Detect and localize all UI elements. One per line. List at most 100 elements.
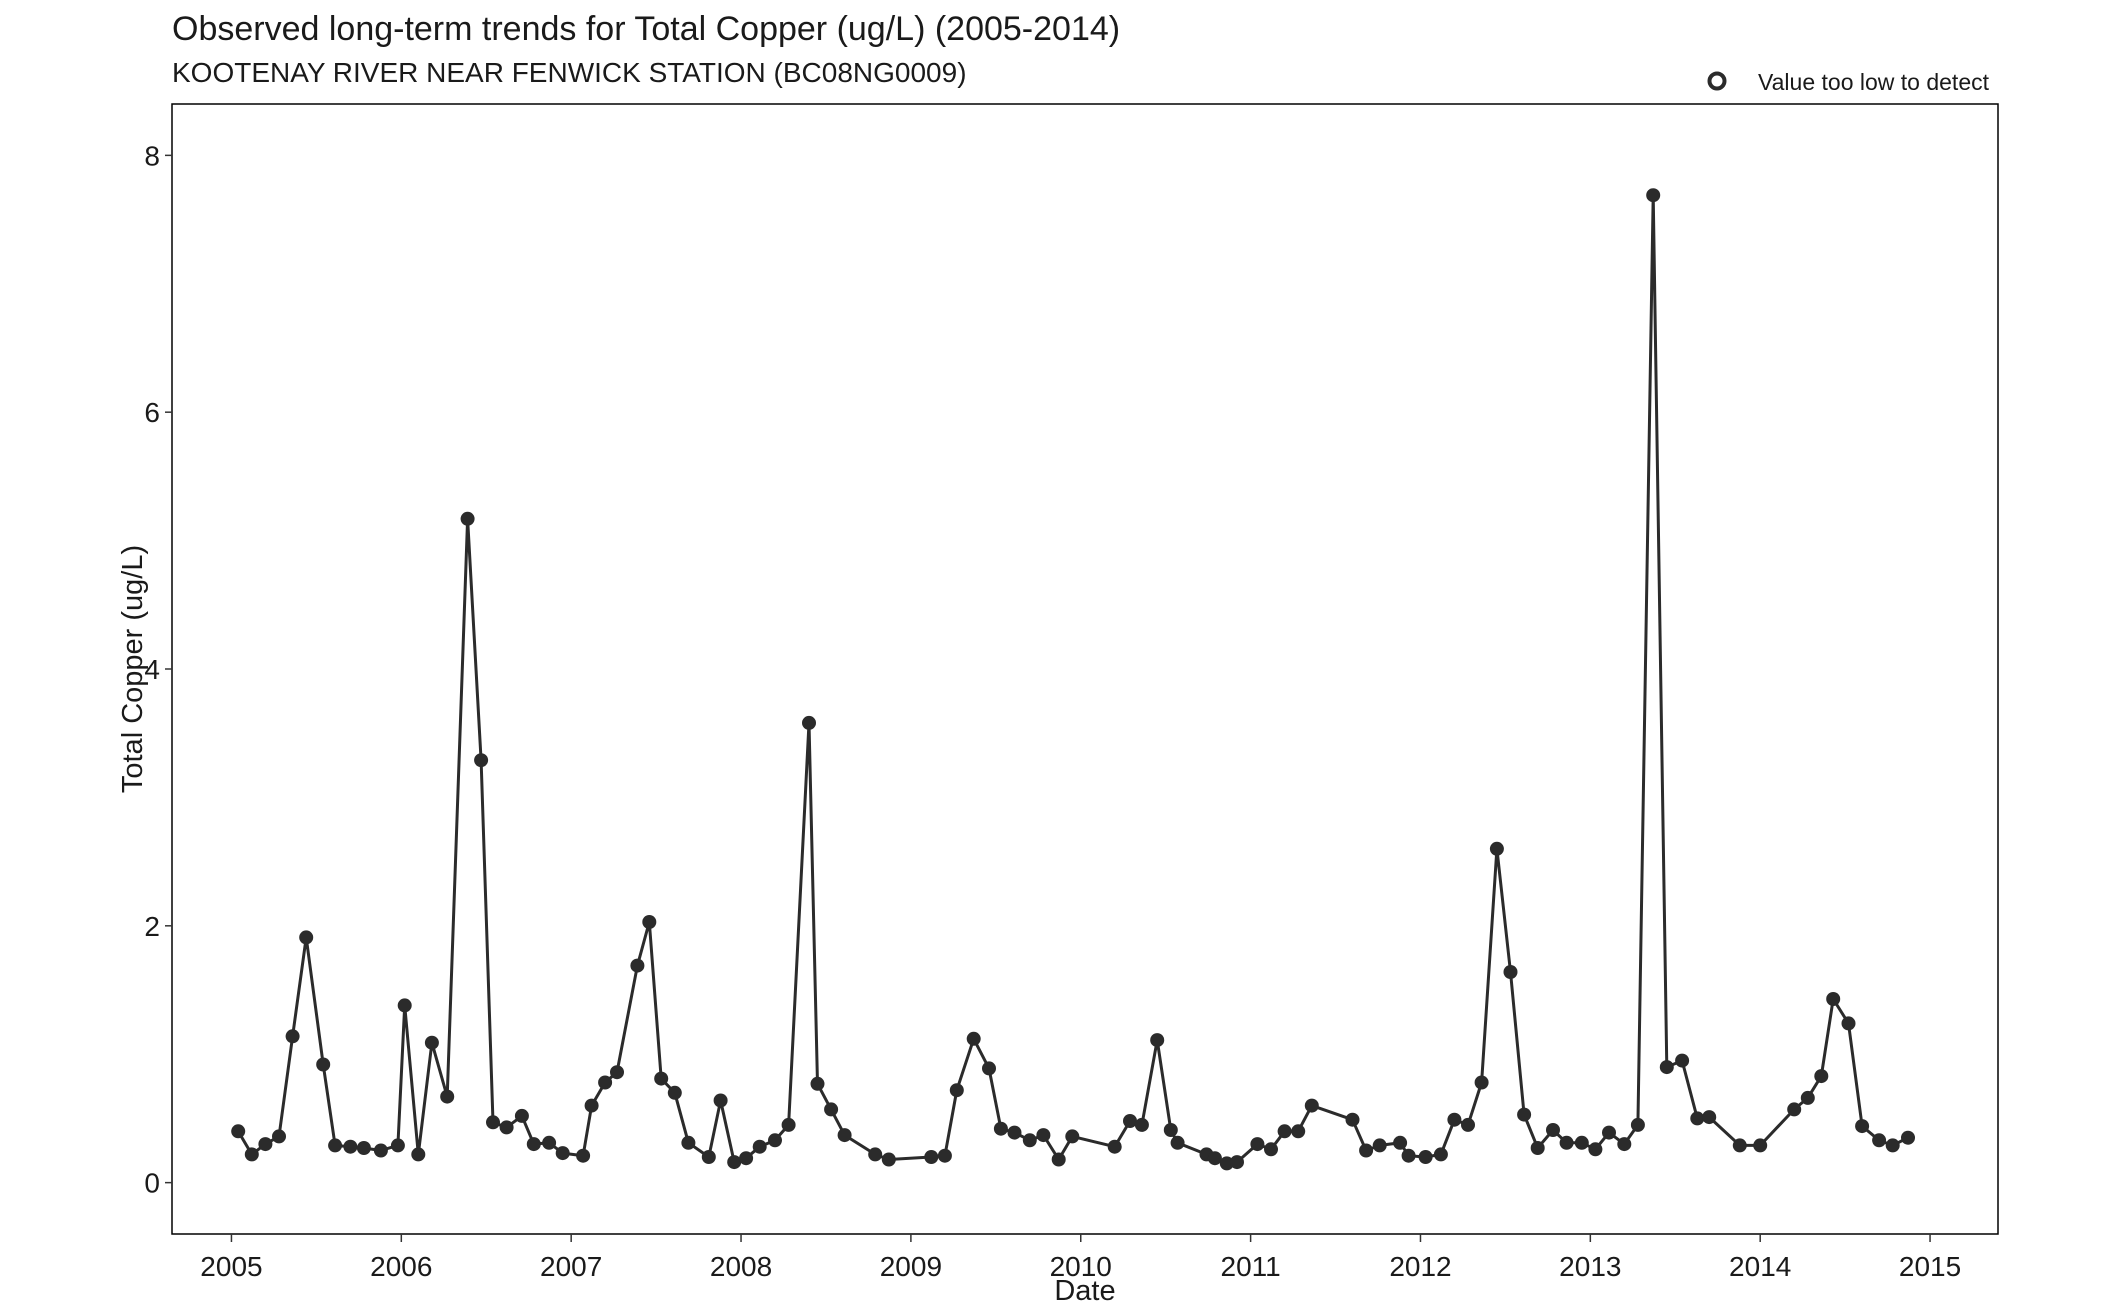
data-point [542, 1135, 557, 1150]
data-point [499, 1120, 514, 1135]
data-point [924, 1150, 939, 1164]
data-point [1291, 1124, 1306, 1139]
data-point [1207, 1151, 1222, 1166]
data-point [1372, 1138, 1387, 1153]
data-point [373, 1143, 388, 1158]
data-point [555, 1146, 570, 1161]
y-tick-label: 2 [144, 911, 160, 942]
y-axis: 0 2 4 6 8 [144, 140, 172, 1199]
data-point [584, 1098, 599, 1113]
data-point [1401, 1148, 1416, 1163]
data-point [713, 1093, 728, 1108]
data-point [881, 1152, 896, 1167]
data-point [424, 1035, 439, 1050]
data-point [1304, 1098, 1319, 1113]
data-point [868, 1147, 883, 1162]
data-point [1855, 1119, 1870, 1134]
x-tick-label: 2005 [200, 1251, 262, 1282]
series-line-group [236, 193, 1909, 1165]
legend-open-circle-marker [1707, 71, 1727, 91]
series-line [236, 193, 1909, 1165]
data-point [1690, 1111, 1705, 1126]
data-point [1107, 1139, 1122, 1154]
data-point [598, 1075, 613, 1090]
data-point [285, 1029, 300, 1044]
data-point [1814, 1069, 1829, 1084]
data-point [514, 1108, 529, 1123]
data-point [1800, 1090, 1815, 1105]
data-point [231, 1124, 246, 1139]
data-point [1588, 1142, 1603, 1157]
y-tick-label: 4 [144, 654, 160, 685]
data-point [937, 1148, 952, 1163]
data-point [1065, 1129, 1080, 1144]
x-tick-label: 2011 [1221, 1251, 1281, 1282]
data-point [966, 1031, 981, 1046]
data-point [1359, 1143, 1374, 1158]
data-point [299, 930, 314, 945]
legend: Value too low to detect [1707, 69, 1990, 95]
data-point [1517, 1107, 1532, 1122]
x-axis: 2005 2006 2007 2008 2009 2010 2011 2012 2013 2014… [200, 1234, 1961, 1282]
y-tick-label: 6 [144, 397, 160, 428]
data-point [1123, 1114, 1137, 1128]
data-point [1732, 1138, 1747, 1153]
data-point [630, 958, 645, 973]
y-tick-label: 8 [144, 140, 160, 171]
data-point [390, 1138, 405, 1153]
data-point [1447, 1112, 1462, 1127]
x-tick-label: 2009 [880, 1251, 942, 1282]
data-point [1646, 188, 1661, 203]
x-tick-label: 2015 [1899, 1251, 1961, 1282]
data-point [474, 753, 489, 768]
data-point [1264, 1142, 1278, 1157]
data-point [1559, 1135, 1574, 1150]
data-point [667, 1085, 682, 1100]
data-point [258, 1137, 273, 1152]
data-point [1602, 1125, 1616, 1140]
data-point [727, 1155, 742, 1170]
data-point [1163, 1123, 1178, 1137]
data-point [802, 715, 816, 730]
data-point [752, 1139, 767, 1154]
data-point [654, 1071, 669, 1086]
data-point [1630, 1117, 1645, 1132]
data-point [1022, 1133, 1037, 1148]
data-point [781, 1117, 796, 1132]
data-point [526, 1137, 541, 1152]
x-axis-title: Date [1054, 1275, 1115, 1307]
data-point [824, 1102, 839, 1117]
data-point [1574, 1135, 1589, 1150]
data-point [1901, 1130, 1915, 1145]
data-point [1250, 1137, 1265, 1152]
data-point [1230, 1155, 1244, 1170]
data-point [1753, 1138, 1768, 1153]
x-tick-label: 2008 [710, 1251, 772, 1282]
data-point [1503, 965, 1518, 979]
data-point [993, 1121, 1008, 1136]
data-point [1170, 1135, 1185, 1150]
data-point [1433, 1147, 1448, 1162]
data-point [1659, 1060, 1674, 1075]
legend-label: Value too low to detect [1758, 69, 1990, 95]
chart-title: Observed long-term trends for Total Copp… [172, 10, 1120, 48]
data-point [810, 1076, 825, 1091]
data-point [1345, 1112, 1360, 1127]
data-point [1150, 1033, 1165, 1048]
data-point [681, 1135, 696, 1150]
data-point [397, 998, 412, 1013]
data-point [1826, 992, 1841, 1006]
data-point [837, 1128, 852, 1143]
y-axis-title: Total Copper (ug/L) [117, 545, 149, 793]
data-point [1418, 1150, 1433, 1164]
x-tick-label: 2012 [1389, 1251, 1451, 1282]
data-point [316, 1057, 331, 1072]
chart-subtitle: KOOTENAY RIVER NEAR FENWICK STATION (BC0… [172, 57, 967, 88]
data-point [576, 1148, 591, 1163]
data-point [739, 1151, 754, 1166]
x-tick-label: 2006 [370, 1251, 432, 1282]
y-tick-label: 0 [144, 1168, 160, 1199]
plot-panel [171, 103, 1999, 1235]
data-point [343, 1139, 358, 1154]
x-tick-label: 2007 [540, 1251, 602, 1282]
